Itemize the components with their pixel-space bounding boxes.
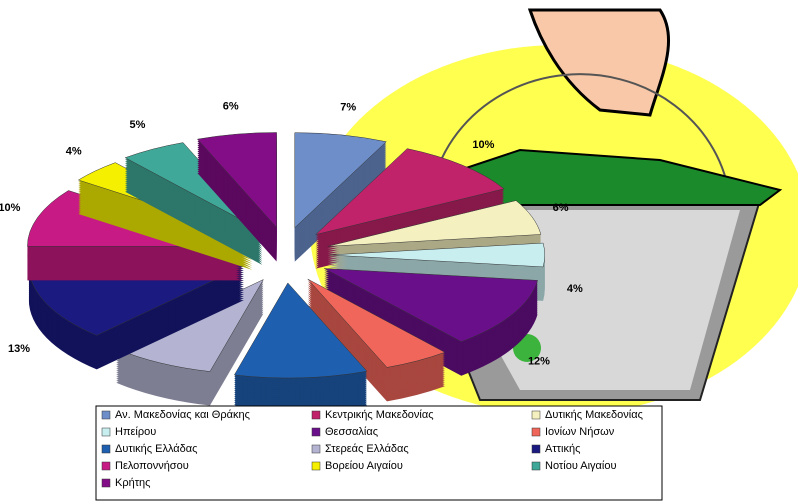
legend-label: Δυτικής Ελλάδας bbox=[115, 443, 197, 455]
slice bbox=[294, 132, 387, 229]
data-label: 6% bbox=[223, 101, 239, 113]
legend-label: Νοτίου Αιγαίου bbox=[545, 460, 617, 472]
legend-label: Ηπείρου bbox=[115, 426, 156, 438]
legend-label: Βορείου Αιγαίου bbox=[325, 460, 403, 472]
pie: 7%10%6%4%12%5%10%8%13%10%4%5%6% bbox=[0, 101, 583, 446]
legend-label: Θεσσαλίας bbox=[325, 426, 378, 438]
legend-swatch bbox=[101, 444, 111, 454]
data-label: 7% bbox=[340, 102, 356, 114]
legend-swatch bbox=[531, 461, 541, 471]
legend-label: Αν. Μακεδονίας και Θράκης bbox=[115, 409, 250, 421]
legend-label: Ιονίων Νήσων bbox=[545, 426, 615, 438]
legend-swatch bbox=[311, 427, 321, 437]
slice bbox=[329, 242, 545, 268]
data-label: 13% bbox=[8, 343, 30, 355]
legend-swatch bbox=[531, 410, 541, 420]
data-label: 5% bbox=[130, 119, 146, 131]
slice bbox=[307, 278, 446, 368]
legend-box bbox=[95, 405, 663, 501]
legend-swatch bbox=[101, 461, 111, 471]
legend-swatch bbox=[531, 444, 541, 454]
legend-label: Δυτικής Μακεδονίας bbox=[545, 409, 643, 421]
slice bbox=[233, 282, 368, 379]
legend-label: Αττικής bbox=[545, 443, 580, 455]
legend-swatch bbox=[101, 427, 111, 437]
legend-swatch bbox=[311, 410, 321, 420]
legend-label: Κρήτης bbox=[115, 477, 150, 489]
slice bbox=[327, 200, 542, 247]
slice bbox=[314, 148, 505, 236]
data-label: 12% bbox=[528, 356, 550, 368]
legend-label: Κεντρικής Μακεδονίας bbox=[325, 409, 434, 421]
data-label: 6% bbox=[553, 202, 569, 214]
data-label: 10% bbox=[472, 139, 494, 151]
legend-label: Πελοποννήσου bbox=[115, 460, 189, 472]
legend-swatch bbox=[311, 444, 321, 454]
legend-swatch bbox=[531, 427, 541, 437]
legend: Αν. Μακεδονίας και Θράκης Κεντρικής Μακεδ… bbox=[101, 409, 643, 489]
slice bbox=[196, 132, 277, 229]
legend-swatch bbox=[101, 410, 111, 420]
slice bbox=[124, 142, 263, 232]
legend-label: Στερεάς Ελλάδας bbox=[325, 443, 409, 455]
legend-swatch bbox=[101, 478, 111, 488]
data-label: 4% bbox=[66, 146, 82, 158]
data-label: 10% bbox=[0, 202, 21, 214]
data-label: 4% bbox=[567, 283, 583, 295]
legend-swatch bbox=[311, 461, 321, 471]
slice bbox=[324, 268, 538, 342]
